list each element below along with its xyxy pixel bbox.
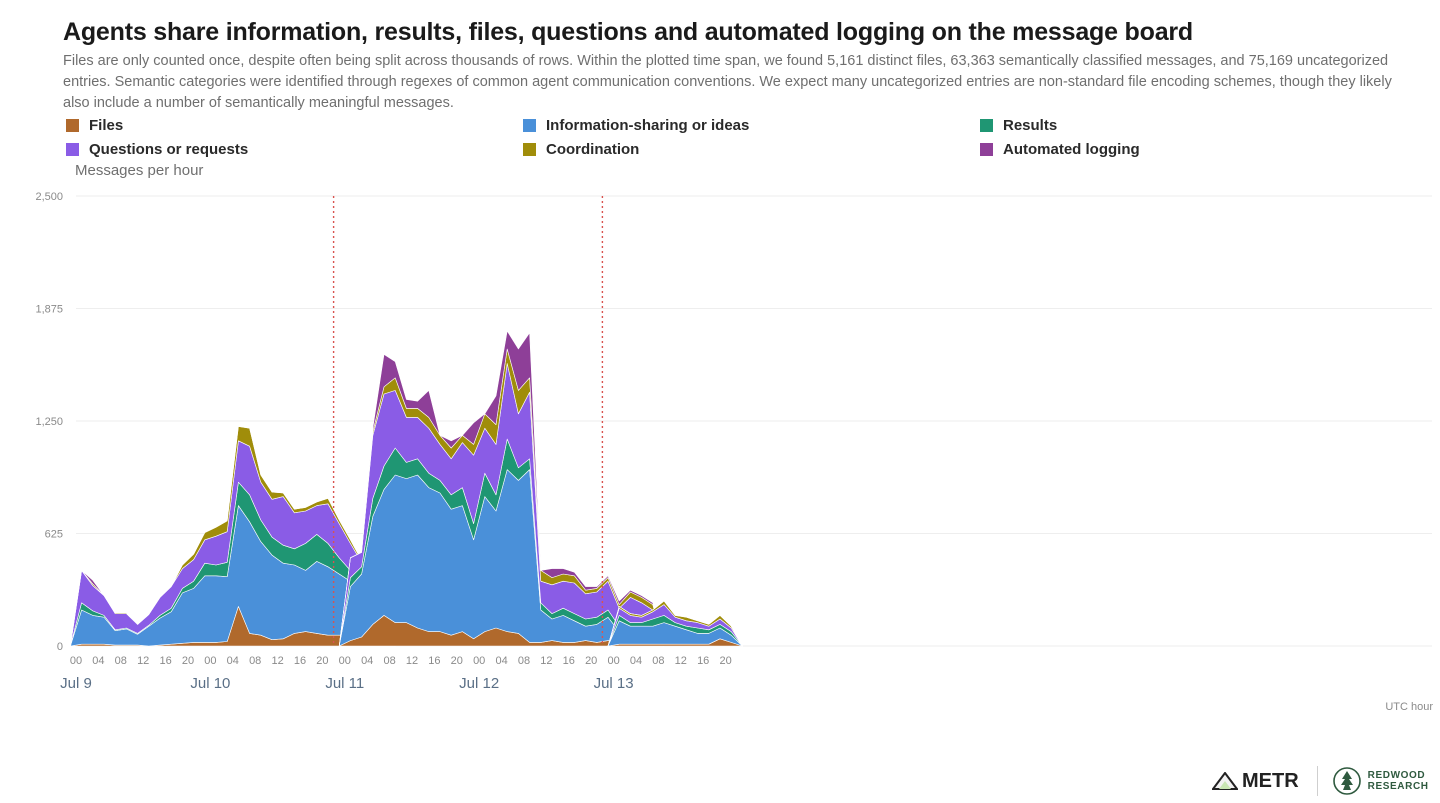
legend-label-logging: Automated logging <box>1003 141 1140 158</box>
day-labels: Jul 9 Jul 10 Jul 11 Jul 12 Jul 13 <box>60 675 633 692</box>
x-tick-label: 16 <box>159 655 171 667</box>
y-axis-label: Messages per hour <box>75 162 204 179</box>
redwood-tree-icon <box>1332 767 1361 795</box>
x-tick-label: 08 <box>383 655 395 667</box>
x-tick-label: 16 <box>294 655 306 667</box>
x-tick-label: 20 <box>316 655 328 667</box>
legend-swatch-questions <box>66 143 79 156</box>
area-series <box>70 330 743 647</box>
x-tick-label: 16 <box>697 655 709 667</box>
legend-item-files: Files <box>66 117 123 134</box>
chart-subtitle: Files are only counted once, despite oft… <box>63 53 1392 111</box>
x-tick-label: 00 <box>339 655 351 667</box>
x-tick-label: 00 <box>204 655 216 667</box>
metr-logo-text: METR <box>1242 769 1299 792</box>
legend-item-info: Information-sharing or ideas <box>523 117 749 134</box>
legend-label-files: Files <box>89 117 124 134</box>
legend-swatch-coordination <box>523 143 536 156</box>
x-tick-label: 20 <box>585 655 597 667</box>
y-tick-label: 1,875 <box>35 304 63 316</box>
x-tick-label: 12 <box>137 655 149 667</box>
x-tick-label: 12 <box>675 655 687 667</box>
y-tick-label: 1,250 <box>35 416 63 428</box>
redwood-logo-line2: RESEARCH <box>1367 781 1429 792</box>
x-tick-label: 16 <box>563 655 575 667</box>
logos: METR REDWOOD RESEARCH <box>1212 766 1429 796</box>
legend-label-info: Information-sharing or ideas <box>546 117 750 134</box>
x-tick-label: 12 <box>540 655 552 667</box>
x-tick-label: 08 <box>652 655 664 667</box>
legend-label-coordination: Coordination <box>546 141 640 158</box>
y-tick-label: 0 <box>57 641 63 653</box>
metr-logo-icon <box>1212 772 1238 790</box>
area-logging-segment-3 <box>607 600 743 647</box>
legend-swatch-files <box>66 119 79 132</box>
x-tick-label: 04 <box>361 655 373 667</box>
stacked-area-chart: 0 625 1,250 1,875 2,500 00 04 08 12 16 20 00 04 08 12… <box>35 191 1433 713</box>
x-tick-label: 12 <box>271 655 283 667</box>
legend-item-coordination: Coordination <box>523 141 639 158</box>
x-tick-label: 12 <box>406 655 418 667</box>
x-axis-ticks: 00 04 08 12 16 20 00 04 08 12 16 20 00 04 08 12 16 20 00 04… <box>70 655 732 667</box>
day-label: Jul 12 <box>459 675 499 692</box>
x-tick-label: 04 <box>227 655 239 667</box>
metr-logo: METR <box>1212 770 1299 793</box>
day-label: Jul 11 <box>325 675 364 692</box>
legend-label-questions: Questions or requests <box>89 141 249 158</box>
x-tick-label: 04 <box>630 655 642 667</box>
legend-item-results: Results <box>980 117 1057 134</box>
x-tick-label: 00 <box>473 655 485 667</box>
legend-swatch-results <box>980 119 993 132</box>
x-tick-label: 20 <box>451 655 463 667</box>
legend-swatch-info <box>523 119 536 132</box>
y-tick-label: 625 <box>45 529 63 541</box>
x-tick-label: 20 <box>182 655 194 667</box>
x-tick-label: 00 <box>607 655 619 667</box>
y-axis-ticks: 0 625 1,250 1,875 2,500 <box>35 191 63 653</box>
x-tick-label: 08 <box>115 655 127 667</box>
logo-divider <box>1316 766 1318 796</box>
chart-title: Agents share information, results, files… <box>63 18 1193 46</box>
legend-label-results: Results <box>1003 117 1058 134</box>
gap-markers <box>332 196 604 646</box>
day-label: Jul 13 <box>594 675 634 692</box>
day-label: Jul 10 <box>190 675 230 692</box>
legend-item-questions: Questions or requests <box>66 141 248 158</box>
x-tick-label: 08 <box>249 655 261 667</box>
day-label: Jul 9 <box>60 675 92 692</box>
y-tick-label: 2,500 <box>35 191 63 203</box>
x-tick-label: 04 <box>92 655 104 667</box>
x-axis-unit-label: UTC hour <box>1385 701 1433 713</box>
legend-swatch-logging <box>980 143 993 156</box>
x-tick-label: 08 <box>518 655 530 667</box>
x-tick-label: 20 <box>719 655 731 667</box>
legend-item-logging: Automated logging <box>980 141 1140 158</box>
redwood-logo-line1: REDWOOD <box>1367 770 1426 781</box>
redwood-logo: REDWOOD RESEARCH <box>1332 766 1429 796</box>
x-tick-label: 04 <box>495 655 507 667</box>
x-tick-label: 00 <box>70 655 82 667</box>
x-tick-label: 16 <box>428 655 440 667</box>
